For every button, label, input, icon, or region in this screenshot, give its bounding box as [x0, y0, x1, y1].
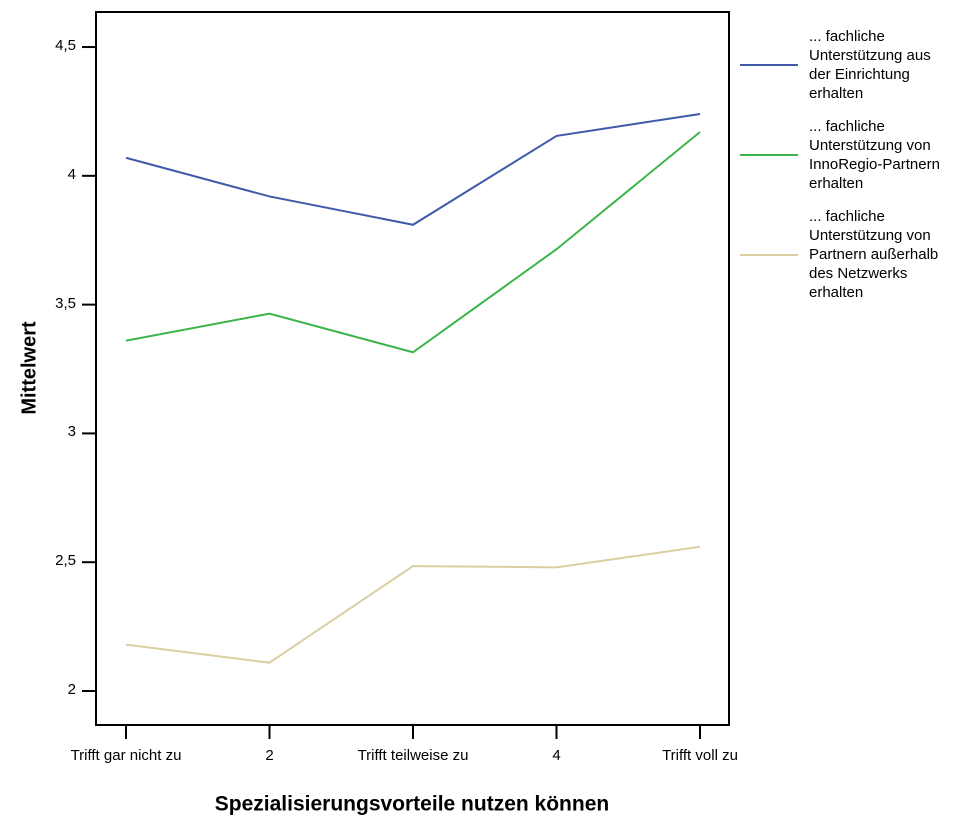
plot-frame	[95, 11, 730, 726]
legend-swatch	[740, 64, 798, 66]
legend-swatch	[740, 154, 798, 156]
y-tick-label: 4	[67, 165, 76, 183]
legend-entry: ... fachliche Unterstützung von Partnern…	[740, 207, 949, 302]
y-tick-label: 2	[67, 680, 76, 698]
y-tick-label: 3	[67, 423, 76, 441]
legend-entry: ... fachliche Unterstützung aus der Einr…	[740, 27, 949, 103]
x-axis-label: Spezialisierungsvorteile nutzen können	[215, 793, 609, 816]
legend-entry: ... fachliche Unterstützung von InnoRegi…	[740, 117, 949, 193]
x-tick-label: Trifft gar nicht zu	[70, 747, 182, 764]
series-line	[125, 545, 701, 664]
y-axis-label: Mittelwert	[18, 321, 40, 415]
y-tick-label: 2,5	[55, 552, 76, 570]
legend-swatch	[740, 253, 798, 256]
legend: ... fachliche Unterstützung aus der Einr…	[740, 27, 949, 316]
legend-label: ... fachliche Unterstützung von Partnern…	[809, 208, 939, 301]
y-tick-label: 4,5	[55, 37, 76, 55]
legend-label: ... fachliche Unterstützung von InnoRegi…	[809, 118, 940, 192]
legend-label: ... fachliche Unterstützung aus der Einr…	[809, 28, 931, 102]
x-tick-label: 2	[265, 747, 274, 764]
x-tick-label: Trifft voll zu	[662, 747, 738, 764]
series-line	[125, 113, 701, 226]
x-tick-label: 4	[552, 747, 561, 764]
y-tick-label: 3,5	[55, 294, 76, 312]
x-tick-label: Trifft teilweise zu	[357, 747, 469, 764]
series-line	[125, 131, 701, 354]
